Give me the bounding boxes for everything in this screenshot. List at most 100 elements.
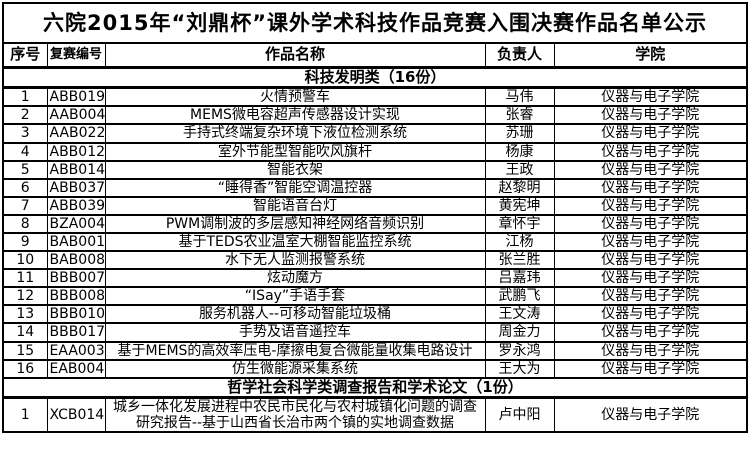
cell-code: ABB019 — [46, 86, 106, 108]
cell-title: 服务机器人--可移动智能垃圾桶 — [104, 304, 486, 325]
cell-college: 仪器与电子学院 — [553, 304, 748, 325]
cell-serial: 1 — [2, 86, 48, 108]
results-table: 六院2015年“刘鼎杯”课外学术科技作品竞赛入围决赛作品名单公示 序号 复赛编号… — [2, 2, 749, 434]
cell-serial: 1 — [2, 396, 48, 434]
cell-code: BAB001 — [46, 231, 106, 253]
cell-title: “ISay”手语手套 — [104, 286, 486, 307]
cell-title: 手持式终端复杂环境下液位检测系统 — [104, 123, 486, 144]
cell-leader: 马伟 — [484, 86, 555, 108]
cell-title: 水下无人监测报警系统 — [104, 250, 486, 271]
cell-college: 仪器与电子学院 — [553, 213, 748, 235]
column-header-leader: 负责人 — [484, 42, 555, 69]
cell-leader: 武鹏飞 — [484, 286, 555, 307]
column-header-row: 序号 复赛编号 作品名称 负责人 学院 — [2, 42, 748, 69]
table-row: 14 BBB017 手势及语音遥控车 周金力 仪器与电子学院 — [2, 322, 748, 343]
cell-title: 室外节能型智能吹风旗杆 — [104, 141, 486, 162]
cell-title: 手势及语音遥控车 — [104, 322, 486, 343]
cell-leader: 王大为 — [484, 358, 555, 379]
table-row: 3 AAB022 手持式终端复杂环境下液位检测系统 苏珊 仪器与电子学院 — [2, 123, 748, 144]
cell-serial: 14 — [2, 322, 48, 343]
cell-leader: 罗永鸿 — [484, 340, 555, 361]
cell-code: BBB008 — [46, 286, 106, 307]
cell-serial: 4 — [2, 141, 48, 162]
table-row: 1 XCB014 城乡一体化发展进程中农民市民化与农村城镇化问题的调查研究报告--基… — [2, 396, 748, 434]
cell-leader: 卢中阳 — [484, 396, 555, 434]
cell-code: XCB014 — [46, 396, 106, 434]
cell-title: 智能语音台灯 — [104, 195, 486, 216]
table-body: 六院2015年“刘鼎杯”课外学术科技作品竞赛入围决赛作品名单公示 序号 复赛编号… — [2, 2, 748, 434]
cell-serial: 8 — [2, 213, 48, 235]
cell-leader: 江杨 — [484, 231, 555, 253]
cell-leader: 黄宪坤 — [484, 195, 555, 216]
cell-title: 仿生微能源采集系统 — [104, 358, 486, 379]
cell-leader: 苏珊 — [484, 123, 555, 144]
cell-serial: 3 — [2, 123, 48, 144]
table-row: 4 ABB012 室外节能型智能吹风旗杆 杨康 仪器与电子学院 — [2, 141, 748, 162]
cell-serial: 5 — [2, 159, 48, 180]
cell-title: 城乡一体化发展进程中农民市民化与农村城镇化问题的调查研究报告--基于山西省长治市… — [104, 396, 486, 434]
table-row: 8 BZA004 PWM调制波的多层感知神经网络音频识别 章怀宇 仪器与电子学院 — [2, 213, 748, 235]
cell-title: 炫动魔方 — [104, 268, 486, 289]
table-row: 11 BBB007 炫动魔方 吕嘉玮 仪器与电子学院 — [2, 268, 748, 289]
title-row: 六院2015年“刘鼎杯”课外学术科技作品竞赛入围决赛作品名单公示 — [2, 2, 748, 44]
cell-code: AAB022 — [46, 123, 106, 144]
cell-serial: 13 — [2, 304, 48, 325]
table-row: 12 BBB008 “ISay”手语手套 武鹏飞 仪器与电子学院 — [2, 286, 748, 307]
cell-college: 仪器与电子学院 — [553, 86, 748, 108]
cell-college: 仪器与电子学院 — [553, 141, 748, 162]
cell-code: ABB037 — [46, 177, 106, 198]
cell-serial: 6 — [2, 177, 48, 198]
cell-serial: 10 — [2, 250, 48, 271]
cell-college: 仪器与电子学院 — [553, 268, 748, 289]
column-header-college: 学院 — [553, 42, 748, 69]
cell-leader: 张兰胜 — [484, 250, 555, 271]
cell-title: 基于TEDS农业温室大棚智能监控系统 — [104, 231, 486, 253]
table-row: 10 BAB008 水下无人监测报警系统 张兰胜 仪器与电子学院 — [2, 250, 748, 271]
cell-college: 仪器与电子学院 — [553, 231, 748, 253]
cell-serial: 2 — [2, 105, 48, 126]
cell-serial: 9 — [2, 231, 48, 253]
cell-leader: 王政 — [484, 159, 555, 180]
cell-serial: 11 — [2, 268, 48, 289]
cell-leader: 张睿 — [484, 105, 555, 126]
cell-college: 仪器与电子学院 — [553, 340, 748, 361]
cell-college: 仪器与电子学院 — [553, 322, 748, 343]
cell-code: EAA003 — [46, 340, 106, 361]
cell-code: ABB039 — [46, 195, 106, 216]
cell-title: MEMS微电容超声传感器设计实现 — [104, 105, 486, 126]
cell-college: 仪器与电子学院 — [553, 123, 748, 144]
table-row: 1 ABB019 火情预警车 马伟 仪器与电子学院 — [2, 86, 748, 108]
cell-code: ABB014 — [46, 159, 106, 180]
cell-title: 火情预警车 — [104, 86, 486, 108]
cell-code: BZA004 — [46, 213, 106, 235]
table-row: 5 ABB014 智能衣架 王政 仪器与电子学院 — [2, 159, 748, 180]
cell-college: 仪器与电子学院 — [553, 177, 748, 198]
announcement-sheet: 六院2015年“刘鼎杯”课外学术科技作品竞赛入围决赛作品名单公示 序号 复赛编号… — [2, 2, 749, 434]
cell-title: 基于MEMS的高效率压电-摩擦电复合微能量收集电路设计 — [104, 340, 486, 361]
cell-leader: 章怀宇 — [484, 213, 555, 235]
cell-college: 仪器与电子学院 — [553, 396, 748, 434]
table-row: 16 EAB004 仿生微能源采集系统 王大为 仪器与电子学院 — [2, 358, 748, 379]
cell-title: 智能衣架 — [104, 159, 486, 180]
table-row: 6 ABB037 “睡得香”智能空调温控器 赵黎明 仪器与电子学院 — [2, 177, 748, 198]
cell-serial: 12 — [2, 286, 48, 307]
cell-title: “睡得香”智能空调温控器 — [104, 177, 486, 198]
table-row: 9 BAB001 基于TEDS农业温室大棚智能监控系统 江杨 仪器与电子学院 — [2, 231, 748, 253]
cell-code: BBB010 — [46, 304, 106, 325]
cell-code: BBB017 — [46, 322, 106, 343]
cell-title: PWM调制波的多层感知神经网络音频识别 — [104, 213, 486, 235]
cell-college: 仪器与电子学院 — [553, 358, 748, 379]
column-header-serial: 序号 — [2, 42, 48, 69]
page-title: 六院2015年“刘鼎杯”课外学术科技作品竞赛入围决赛作品名单公示 — [2, 2, 748, 44]
cell-code: AAB004 — [46, 105, 106, 126]
cell-serial: 16 — [2, 358, 48, 379]
section-header-row: 科技发明类（16份） — [2, 66, 748, 90]
column-header-code: 复赛编号 — [46, 42, 106, 69]
cell-code: BAB008 — [46, 250, 106, 271]
table-row: 2 AAB004 MEMS微电容超声传感器设计实现 张睿 仪器与电子学院 — [2, 105, 748, 126]
column-header-title: 作品名称 — [104, 42, 486, 69]
cell-leader: 王文涛 — [484, 304, 555, 325]
table-row: 7 ABB039 智能语音台灯 黄宪坤 仪器与电子学院 — [2, 195, 748, 216]
cell-serial: 7 — [2, 195, 48, 216]
cell-code: ABB012 — [46, 141, 106, 162]
